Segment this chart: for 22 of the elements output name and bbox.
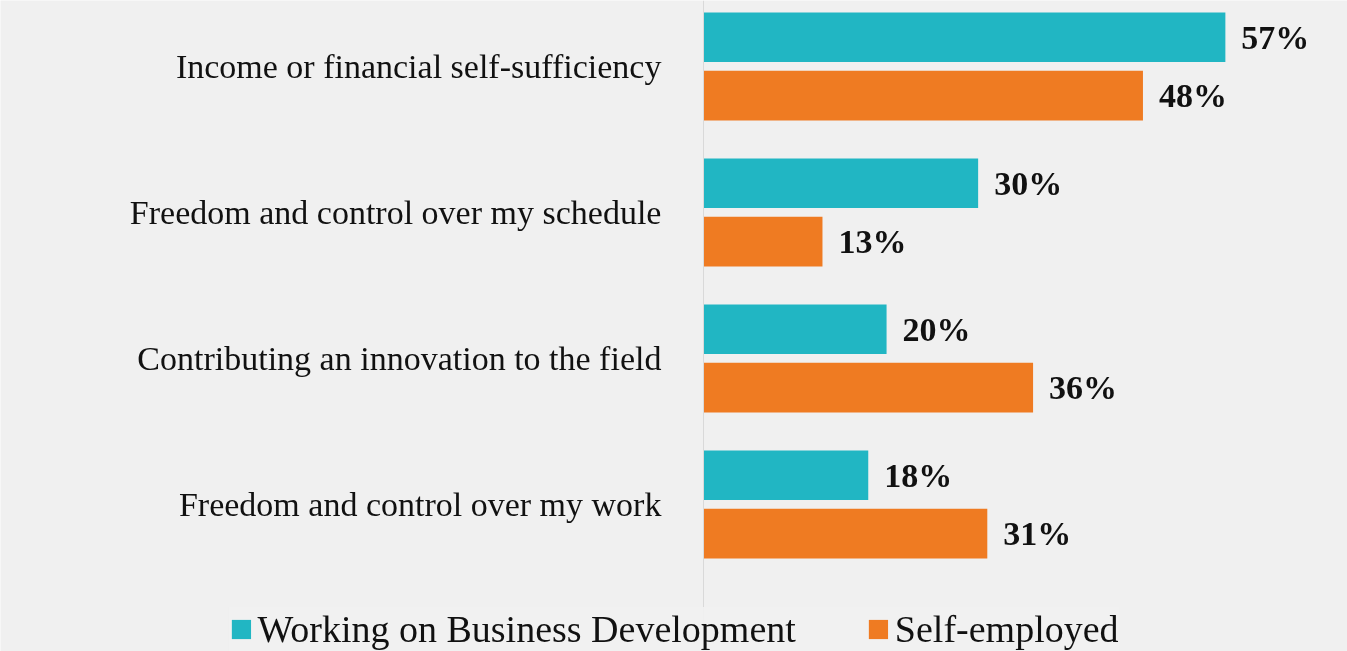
data-label: 13% bbox=[838, 223, 907, 261]
data-label: 20% bbox=[902, 310, 971, 348]
bar bbox=[703, 362, 1034, 413]
data-label: 36% bbox=[1049, 369, 1118, 407]
y-tick-label: Income or financial self-sufficiency bbox=[175, 47, 662, 85]
y-tick-label: Freedom and control over my schedule bbox=[129, 193, 662, 231]
data-label: 48% bbox=[1158, 77, 1227, 115]
bar bbox=[703, 70, 1143, 121]
bar bbox=[703, 508, 988, 559]
y-tick-label: Contributing an innovation to the field bbox=[137, 339, 662, 377]
bar bbox=[703, 216, 823, 267]
legend-label: Self-employed bbox=[894, 607, 1119, 651]
bar bbox=[703, 158, 979, 209]
data-label: 30% bbox=[994, 164, 1063, 202]
data-label: 31% bbox=[1003, 515, 1072, 553]
y-tick-label: Freedom and control over my work bbox=[178, 485, 662, 523]
bar bbox=[703, 12, 1226, 63]
bar bbox=[703, 304, 887, 355]
legend-label: Working on Business Development bbox=[257, 607, 796, 651]
data-label: 57% bbox=[1241, 18, 1310, 56]
data-label: 18% bbox=[884, 456, 953, 494]
bar bbox=[703, 450, 869, 501]
